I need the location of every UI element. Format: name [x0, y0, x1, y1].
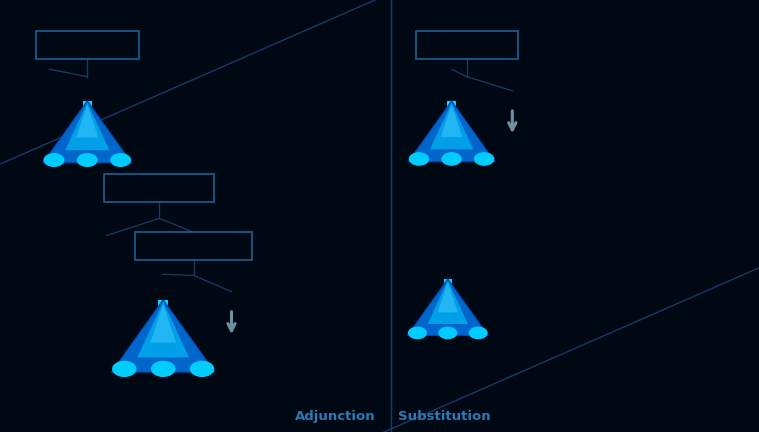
Bar — [36, 32, 139, 59]
Polygon shape — [76, 105, 99, 137]
Ellipse shape — [190, 361, 214, 377]
Ellipse shape — [409, 152, 430, 166]
Polygon shape — [150, 304, 176, 343]
Ellipse shape — [438, 327, 458, 339]
Polygon shape — [408, 279, 488, 336]
Polygon shape — [427, 281, 468, 324]
Polygon shape — [65, 102, 109, 150]
Ellipse shape — [474, 152, 494, 166]
Polygon shape — [112, 300, 215, 372]
Polygon shape — [408, 101, 495, 162]
Polygon shape — [430, 103, 474, 149]
Ellipse shape — [43, 153, 65, 167]
Bar — [135, 232, 252, 260]
Bar — [158, 300, 168, 313]
Ellipse shape — [77, 153, 98, 167]
Bar — [416, 32, 518, 59]
Bar — [83, 101, 92, 112]
Bar — [447, 101, 456, 112]
Ellipse shape — [441, 152, 462, 166]
Bar — [105, 174, 214, 202]
Polygon shape — [43, 101, 132, 163]
Ellipse shape — [408, 327, 427, 339]
Bar — [444, 279, 452, 289]
Ellipse shape — [468, 327, 488, 339]
Polygon shape — [137, 302, 189, 357]
Text: Adjunction: Adjunction — [295, 410, 376, 423]
Ellipse shape — [151, 361, 175, 377]
Polygon shape — [441, 105, 462, 137]
Text: Substitution: Substitution — [398, 410, 491, 423]
Ellipse shape — [112, 361, 137, 377]
Polygon shape — [438, 283, 458, 312]
Ellipse shape — [110, 153, 131, 167]
